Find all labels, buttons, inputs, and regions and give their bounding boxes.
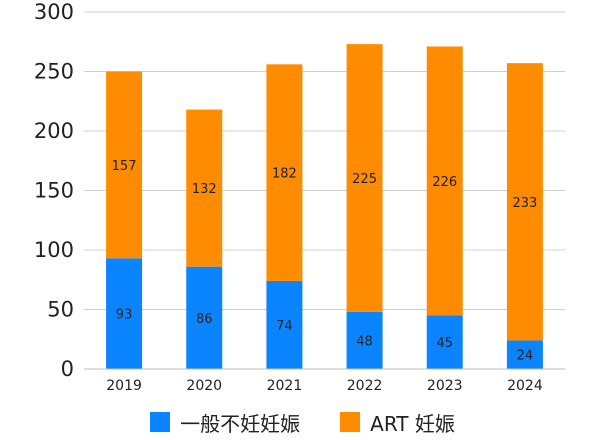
x-tick-label: 2022 xyxy=(347,378,383,394)
stacked-bar-chart: 93 157 86 132 74 182 48 225 45 226 24 233 0 50 100 150… xyxy=(34,0,565,394)
data-label: 93 xyxy=(116,308,133,323)
gridlines xyxy=(84,11,565,310)
y-tick-label: 300 xyxy=(34,0,74,24)
legend-item-art: ART 妊娠 xyxy=(340,408,455,437)
y-tick-label: 250 xyxy=(34,60,74,84)
data-label: 182 xyxy=(272,167,297,182)
data-label: 48 xyxy=(356,334,373,349)
bar-segment-art xyxy=(346,44,383,312)
y-tick-label: 150 xyxy=(34,179,74,203)
data-labels: 93 157 86 132 74 182 48 225 45 226 24 233 xyxy=(112,159,538,364)
legend-label-general: 一般不妊妊娠 xyxy=(180,411,301,436)
bar-segment-art xyxy=(426,46,463,316)
x-tick-label: 2019 xyxy=(106,378,142,394)
data-label: 132 xyxy=(192,182,217,197)
axes: 0 50 100 150 200 250 300 2019 2020 2021 2022 2023 20… xyxy=(34,0,565,394)
y-tick-label: 100 xyxy=(34,238,74,262)
bar-segment-art xyxy=(106,71,143,259)
y-tick-label: 0 xyxy=(61,357,74,381)
data-label: 225 xyxy=(352,172,377,187)
x-tick-label: 2024 xyxy=(507,378,543,394)
bar-segment-art xyxy=(186,109,223,267)
data-label: 233 xyxy=(513,196,538,211)
legend: 一般不妊妊娠 ART 妊娠 xyxy=(0,405,605,439)
bar-segment-general xyxy=(266,280,303,369)
bar-segment-art xyxy=(266,64,303,281)
legend-swatch-art xyxy=(340,412,361,432)
bar-segment-art xyxy=(506,63,543,341)
legend-swatch-general xyxy=(150,412,171,432)
legend-label-art: ART 妊娠 xyxy=(370,411,455,436)
y-tick-label: 200 xyxy=(34,119,74,143)
bar-segment-general xyxy=(346,311,383,369)
data-label: 157 xyxy=(112,159,137,174)
data-label: 226 xyxy=(432,175,457,190)
legend-item-general: 一般不妊妊娠 xyxy=(150,408,300,437)
bars xyxy=(106,44,543,369)
bar-segment-general xyxy=(106,258,143,369)
x-tick-label: 2023 xyxy=(427,378,463,394)
bar-segment-general xyxy=(186,266,223,369)
x-tick-label: 2020 xyxy=(186,378,222,394)
data-label: 45 xyxy=(436,336,453,351)
data-label: 24 xyxy=(517,349,534,364)
y-tick-label: 50 xyxy=(47,298,74,322)
bar-segment-general xyxy=(506,340,543,369)
data-label: 86 xyxy=(196,312,213,327)
data-label: 74 xyxy=(276,319,293,334)
x-tick-label: 2021 xyxy=(267,378,303,394)
bar-segment-general xyxy=(426,315,463,369)
